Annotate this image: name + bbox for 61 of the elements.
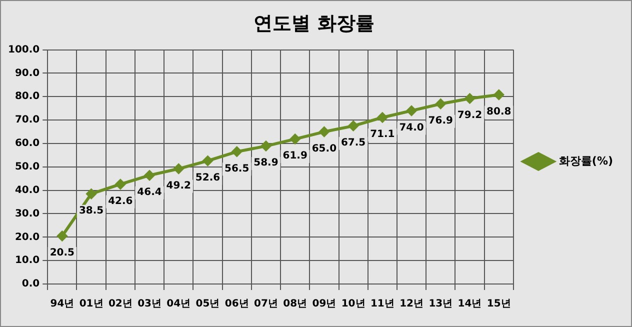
y-tick-label: 60.0 [14, 138, 40, 150]
y-tick-label: 30.0 [14, 208, 40, 220]
y-tick-label: 100.0 [8, 44, 40, 56]
point [86, 188, 96, 199]
data-label: 42.6 [108, 196, 133, 207]
x-tick-label: 03년 [138, 298, 162, 310]
point [202, 156, 213, 166]
point [319, 126, 330, 137]
data-label: 20.5 [50, 248, 75, 259]
point [290, 134, 300, 144]
x-tick-label: 13년 [428, 298, 453, 310]
y-tick-label: 90.0 [14, 68, 40, 79]
data-label: 65.0 [312, 143, 337, 154]
data-label: 61.9 [282, 150, 308, 162]
point [348, 120, 358, 131]
data-label: 46.4 [137, 186, 162, 198]
data-label: 71.1 [370, 129, 395, 140]
x-tick-label: 09년 [312, 298, 336, 310]
x-tick-label: 01년 [79, 298, 104, 310]
x-tick-label: 12년 [400, 298, 424, 310]
x-tick-label: 07년 [254, 298, 278, 310]
point [494, 90, 504, 100]
point [406, 106, 417, 116]
point [436, 98, 446, 109]
y-tick-label: 10.0 [14, 255, 40, 266]
data-label: 74.0 [399, 122, 424, 134]
x-tick-label: 15년 [486, 298, 511, 310]
legend-label: 화장률(%) [558, 154, 613, 168]
data-label: 79.2 [457, 110, 482, 122]
x-tick-label: 94년 [50, 298, 74, 310]
x-tick-label: 04년 [166, 298, 191, 310]
x-tick-label: 02년 [108, 298, 132, 310]
point [377, 112, 388, 122]
x-tick-label: 11년 [370, 298, 394, 310]
data-label: 52.6 [195, 172, 220, 184]
x-tick-label: 06년 [224, 298, 249, 310]
y-tick-label: 80.0 [14, 91, 40, 102]
y-tick-label: 20.0 [14, 232, 40, 243]
data-label: 67.5 [340, 138, 366, 149]
data-label: 38.5 [78, 205, 104, 216]
y-tick-label: 40.0 [14, 184, 40, 196]
chart-title: 연도별 화장률 [254, 12, 374, 34]
x-tick-label: 14년 [458, 298, 482, 310]
point [144, 170, 155, 180]
x-tick-label: 08년 [283, 298, 308, 310]
point [57, 230, 68, 241]
point [464, 94, 475, 104]
data-label: 80.8 [486, 106, 512, 118]
y-tick-label: 0.0 [22, 278, 40, 290]
y-tick-label: 50.0 [14, 161, 40, 172]
data-label: 76.9 [428, 115, 454, 126]
x-tick-label: 05년 [196, 298, 220, 310]
y-tick-label: 70.0 [14, 114, 40, 126]
x-tick-label: 10년 [341, 298, 366, 310]
data-label: 56.5 [224, 163, 250, 174]
data-label: 58.9 [254, 158, 278, 169]
point [232, 146, 242, 157]
point [174, 164, 184, 174]
point [260, 141, 271, 152]
point [115, 179, 126, 190]
data-label: 49.2 [166, 180, 192, 192]
